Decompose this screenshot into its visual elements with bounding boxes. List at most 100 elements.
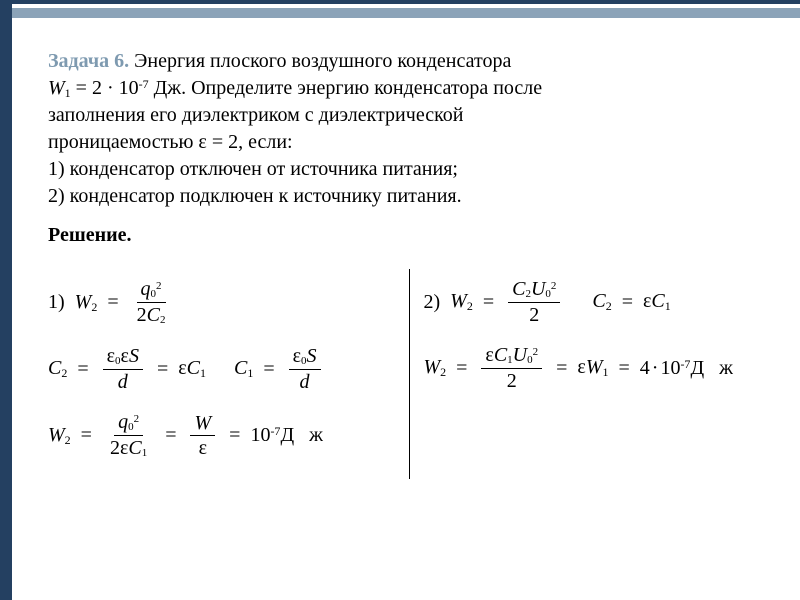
epsr3: ε bbox=[577, 356, 585, 378]
d: d bbox=[118, 371, 128, 393]
ssup2: 2 bbox=[551, 280, 557, 292]
Wc: W bbox=[194, 412, 211, 434]
zh1: ж bbox=[294, 424, 323, 446]
frac-C2U02-2: C2U02 2 bbox=[508, 279, 560, 325]
s2r: 2 bbox=[467, 299, 473, 313]
exp-neg7: -7 bbox=[139, 77, 149, 91]
eqs: = bbox=[77, 358, 88, 381]
column-divider bbox=[409, 269, 410, 479]
eq-2-W2: 2) W2 = C2U02 2 C2 = εC1 bbox=[423, 279, 770, 325]
eqr2: = bbox=[622, 291, 633, 314]
text-part2: Определите энергию конденсатора после bbox=[191, 77, 542, 99]
eqs5: = bbox=[165, 424, 176, 447]
eps0b: ε bbox=[293, 345, 301, 367]
solution-columns: 1) W2 = q02 2C2 C2 = bbox=[48, 269, 770, 479]
label-2: 2) bbox=[423, 291, 440, 314]
eqs6: = bbox=[229, 424, 240, 447]
eq-1-W2: 1) W2 = q02 2C2 bbox=[48, 279, 395, 326]
frac-eps0epsS-d: ε0εS d bbox=[103, 346, 143, 392]
four: 4 bbox=[640, 357, 650, 379]
sub1b: 1 bbox=[247, 366, 253, 380]
eqs2: = bbox=[157, 358, 168, 381]
sub2b: 2 bbox=[65, 433, 71, 447]
Wr: W bbox=[586, 356, 603, 378]
U0b: U bbox=[513, 344, 527, 366]
dot: · bbox=[650, 357, 661, 379]
Sb: S bbox=[307, 345, 317, 367]
frac-q02-2epsC1: q02 2εC1 bbox=[106, 412, 151, 459]
Dj2: Д bbox=[690, 357, 704, 379]
line5: 1) конденсатор отключен от источника пит… bbox=[48, 158, 458, 180]
eqr5: = bbox=[618, 357, 629, 380]
sub2: 2 bbox=[61, 366, 67, 380]
C: C bbox=[147, 304, 160, 326]
s1r3: 1 bbox=[602, 365, 608, 379]
C1c: C bbox=[128, 437, 141, 459]
exp7: -7 bbox=[270, 424, 280, 438]
frac-q02-over-2C2: q02 2C2 bbox=[133, 279, 170, 326]
eps4: ε bbox=[199, 437, 207, 459]
sub1: 1 bbox=[200, 366, 206, 380]
frac-epsC1U02-2: εC1U02 2 bbox=[481, 345, 542, 391]
content-area: Задача 6. Энергия плоского воздушного ко… bbox=[48, 48, 770, 479]
ten: 10 bbox=[250, 424, 270, 446]
solution-col-1: 1) W2 = q02 2C2 C2 = bbox=[48, 269, 395, 479]
eqr4: = bbox=[556, 357, 567, 380]
W2r2: W bbox=[423, 356, 440, 378]
s1r: 1 bbox=[665, 299, 671, 313]
joule: Дж. bbox=[149, 77, 191, 99]
C1b: C bbox=[234, 357, 247, 379]
frac-eps0S-d: ε0S d bbox=[289, 346, 321, 392]
C2: C bbox=[48, 357, 61, 379]
eps0: ε bbox=[107, 345, 115, 367]
W: W bbox=[75, 291, 92, 313]
sup2: 2 bbox=[156, 280, 162, 292]
ten2: 10 bbox=[660, 357, 680, 379]
solution-label: Решение. bbox=[48, 224, 770, 247]
eq-2e-7: = 2 · 10 bbox=[71, 77, 139, 99]
C1r2: C bbox=[494, 344, 507, 366]
eps2: ε bbox=[178, 357, 186, 379]
q: q bbox=[141, 278, 151, 300]
zh2: ж bbox=[704, 357, 733, 379]
eqr3: = bbox=[456, 357, 467, 380]
line3: заполнения его диэлектриком с диэлектрич… bbox=[48, 104, 463, 126]
solution-col-2: 2) W2 = C2U02 2 C2 = εC1 bbox=[423, 269, 770, 479]
eq-W2-result-2: W2 = εC1U02 2 = εW1 = 4·10-7Д ж bbox=[423, 345, 770, 391]
eqs3: = bbox=[263, 358, 274, 381]
C2r3: C bbox=[592, 290, 605, 312]
label-1: 1) bbox=[48, 291, 65, 314]
C1: C bbox=[187, 357, 200, 379]
C1r: C bbox=[651, 290, 664, 312]
S: S bbox=[129, 345, 139, 367]
eps: ε bbox=[121, 345, 129, 367]
line4b: = 2, если: bbox=[207, 131, 293, 153]
s2r3: 2 bbox=[606, 299, 612, 313]
line4a: проницаемостью bbox=[48, 131, 198, 153]
sub2: 2 bbox=[160, 314, 166, 326]
eq-sign: = bbox=[107, 291, 118, 314]
frac-W-eps: W ε bbox=[190, 413, 215, 458]
text-part1: Энергия плоского воздушного конденсатора bbox=[129, 50, 511, 72]
sub2: 2 bbox=[91, 300, 97, 314]
left-stripe bbox=[0, 0, 12, 600]
chrome-thick-line bbox=[0, 8, 800, 18]
eq-W2-result-1: W 2 = q02 2εC1 = W ε = 10 bbox=[48, 412, 395, 459]
C2r: C bbox=[512, 278, 525, 300]
exp7b: -7 bbox=[680, 357, 690, 371]
Dj1: Д bbox=[280, 424, 294, 446]
eqs4: = bbox=[81, 424, 92, 447]
epsr2: ε bbox=[485, 344, 493, 366]
var-W1: W bbox=[48, 77, 65, 99]
ssup2b: 2 bbox=[533, 346, 539, 358]
chrome-thin-line bbox=[0, 0, 800, 4]
q2: q bbox=[118, 411, 128, 433]
sup2b: 2 bbox=[134, 413, 140, 425]
problem-statement: Задача 6. Энергия плоского воздушного ко… bbox=[48, 48, 770, 210]
W2r: W bbox=[450, 290, 467, 312]
U0: U bbox=[531, 278, 545, 300]
eps: ε bbox=[198, 131, 206, 153]
sub1c: 1 bbox=[142, 447, 148, 459]
s2r4: 2 bbox=[440, 365, 446, 379]
eq-C2-C1: C2 = ε0εS d = εC1 C1 = bbox=[48, 346, 395, 392]
